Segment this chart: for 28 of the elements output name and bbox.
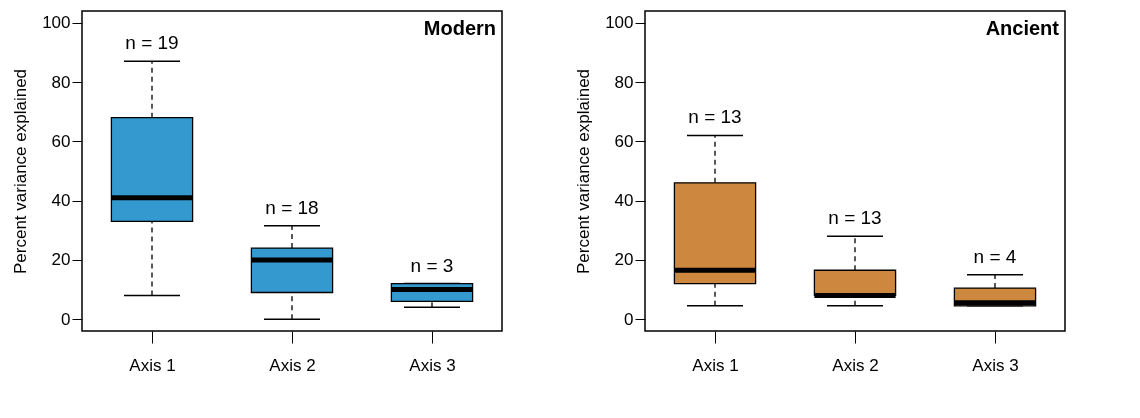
y-tick-label: 40 [614, 191, 634, 211]
x-tick-label: Axis 3 [409, 355, 456, 375]
y-tick-label: 20 [614, 250, 634, 270]
annotation: n = 4 [973, 245, 1017, 267]
y-axis-title: Percent variance explained [574, 68, 594, 275]
y-tick-label: 80 [51, 72, 71, 92]
x-tick-label: Axis 2 [269, 355, 316, 375]
x-tick-label: Axis 1 [129, 355, 176, 375]
y-tick-label: 60 [51, 131, 71, 151]
annotation: n = 19 [125, 32, 179, 54]
annotation: n = 13 [828, 207, 882, 229]
x-tick-label: Axis 2 [832, 355, 879, 375]
chart-title: Ancient [985, 17, 1060, 39]
y-tick-label: 80 [614, 72, 634, 92]
x-tick-label: Axis 3 [972, 355, 1019, 375]
x-tick-label: Axis 1 [692, 355, 739, 375]
y-tick-label: 60 [614, 131, 634, 151]
annotation: n = 3 [410, 254, 454, 276]
y-tick-label: 100 [605, 13, 634, 33]
y-tick-label: 0 [624, 309, 634, 329]
y-tick-label: 0 [61, 309, 71, 329]
chart-title: Modern [423, 17, 496, 39]
y-tick-label: 40 [51, 191, 71, 211]
annotation: n = 18 [265, 196, 319, 218]
annotation: n = 13 [688, 106, 742, 128]
y-axis-title: Percent variance explained [11, 68, 31, 275]
y-tick-label: 100 [42, 13, 71, 33]
y-tick-label: 20 [51, 250, 71, 270]
